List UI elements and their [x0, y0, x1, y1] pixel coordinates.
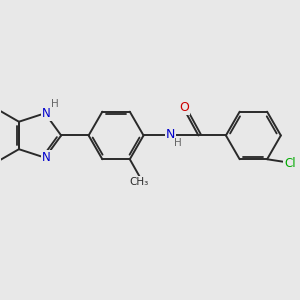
Text: CH₃: CH₃ [130, 177, 149, 187]
Text: H: H [174, 138, 182, 148]
Text: N: N [42, 151, 51, 164]
Text: O: O [179, 100, 189, 114]
Text: Cl: Cl [284, 157, 296, 170]
Text: N: N [166, 128, 175, 141]
Text: N: N [42, 107, 51, 120]
Text: H: H [52, 99, 59, 109]
